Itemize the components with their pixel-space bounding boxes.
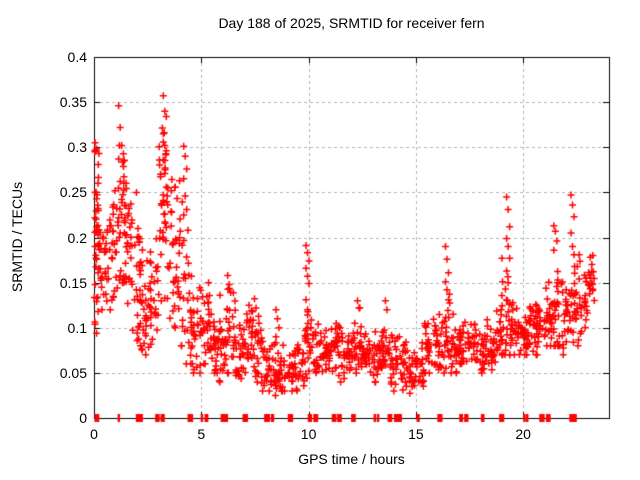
y-tick-label-0.3: 0.3 xyxy=(67,139,87,156)
x-tick-label-0: 0 xyxy=(90,426,98,442)
x-tick-label-5: 5 xyxy=(197,426,206,442)
y-tick-label-0.15: 0.15 xyxy=(59,274,87,291)
y-tick-label-0.35: 0.35 xyxy=(59,94,87,111)
y-tick-label-0.4: 0.4 xyxy=(67,49,87,65)
y-tick-label-0.05: 0.05 xyxy=(59,364,87,381)
y-tick-label-0.1: 0.1 xyxy=(67,319,87,336)
x-tick-label-15: 15 xyxy=(408,426,424,442)
x-axis-label: GPS time / hours xyxy=(298,451,405,467)
y-tick-label-0.2: 0.2 xyxy=(67,229,87,246)
x-tick-label-20: 20 xyxy=(515,426,531,442)
x-tick-label-10: 10 xyxy=(300,426,317,442)
chart-title: Day 188 of 2025, SRMTID for receiver fer… xyxy=(218,15,485,31)
y-tick-label-0: 0 xyxy=(79,410,87,426)
y-tick-label-0.25: 0.25 xyxy=(59,184,87,201)
